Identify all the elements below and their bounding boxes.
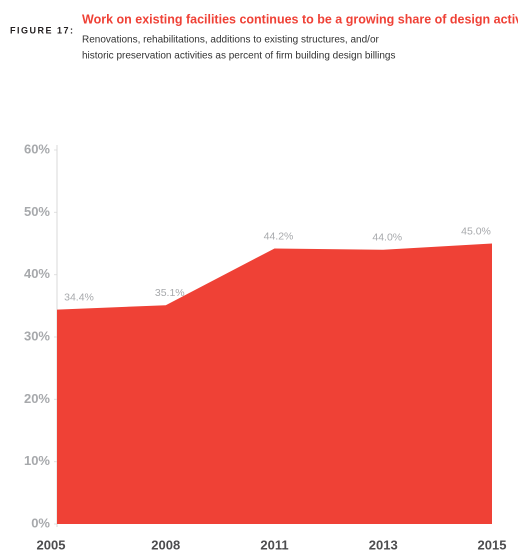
- x-tick-label: 2011: [260, 537, 288, 552]
- data-label: 45.0%: [461, 225, 491, 237]
- x-tick-label: 2013: [369, 537, 398, 552]
- chart-subtitle: Renovations, rehabilitations, additions …: [82, 35, 380, 46]
- chart-title: Work on existing facilities continues to…: [82, 12, 518, 26]
- x-tick-label: 2008: [151, 537, 180, 552]
- y-tick-label: 0%: [31, 515, 50, 530]
- y-tick-label: 20%: [24, 391, 50, 406]
- data-label: 44.0%: [372, 232, 402, 244]
- figure-label: FIGURE 17:: [10, 25, 75, 35]
- data-label: 35.1%: [155, 287, 185, 299]
- y-tick-label: 50%: [24, 204, 50, 219]
- x-tick-label: 2015: [478, 537, 507, 552]
- y-tick-label: 40%: [24, 266, 50, 281]
- data-label: 34.4%: [64, 291, 94, 303]
- y-tick-label: 60%: [24, 141, 50, 156]
- chart-subtitle: historic preservation activities as perc…: [82, 51, 395, 62]
- x-tick-label: 2005: [37, 537, 66, 552]
- area: [57, 243, 492, 524]
- y-tick-label: 30%: [24, 328, 50, 343]
- data-label: 44.2%: [264, 230, 294, 242]
- y-tick-label: 10%: [24, 453, 50, 468]
